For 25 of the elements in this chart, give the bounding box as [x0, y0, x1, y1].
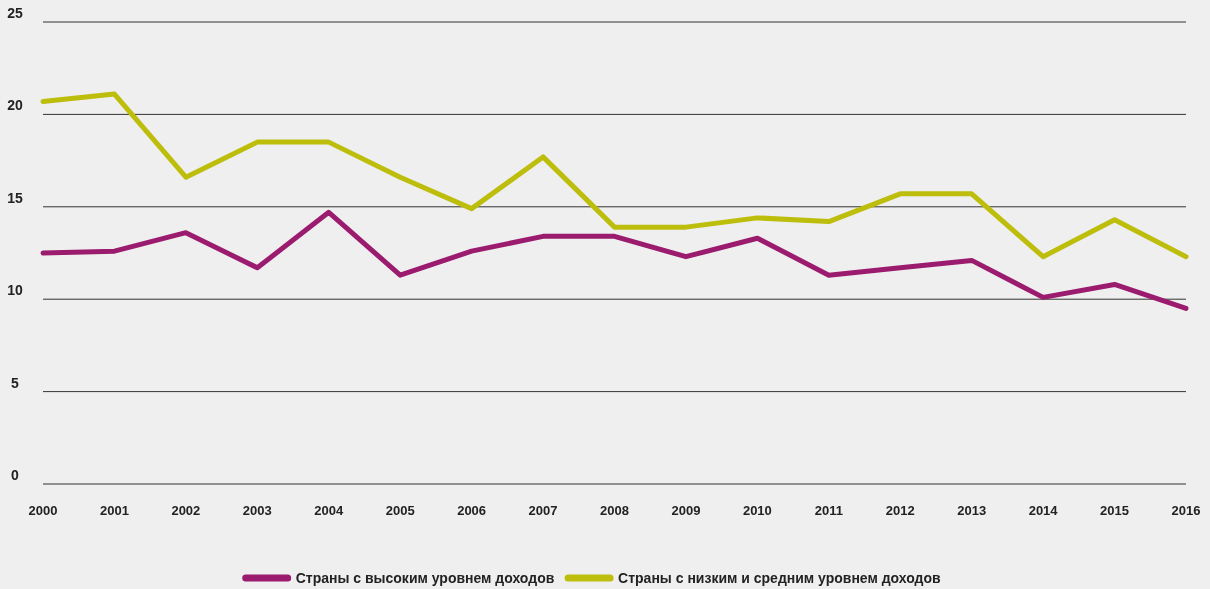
y-tick-label: 10 — [7, 282, 23, 299]
legend-label: Страны с высоким уровнем доходов — [295, 570, 555, 586]
y-tick-label: 5 — [11, 374, 20, 391]
y-tick-label: 25 — [7, 5, 23, 21]
x-tick-label: 2008 — [600, 503, 629, 518]
x-tick-label: 2014 — [1028, 503, 1059, 518]
x-tick-label: 2005 — [385, 503, 415, 518]
y-tick-label: 20 — [7, 97, 23, 114]
x-tick-label: 2004 — [314, 503, 344, 518]
y-tick-label: 15 — [7, 189, 23, 206]
x-tick-label: 2012 — [885, 503, 915, 518]
x-tick-label: 2001 — [99, 503, 129, 518]
x-tick-label: 2007 — [528, 503, 558, 518]
x-tick-label: 2011 — [814, 503, 843, 518]
x-tick-label: 2002 — [171, 503, 201, 518]
x-tick-label: 2016 — [1171, 503, 1201, 518]
y-tick-label: 0 — [11, 467, 20, 483]
x-tick-label: 2009 — [671, 503, 701, 518]
x-tick-label: 2000 — [28, 503, 58, 518]
x-tick-label: 2013 — [957, 503, 987, 518]
x-tick-label: 2015 — [1100, 503, 1130, 518]
legend-label: Страны с низким и средним уровнем доходов — [618, 570, 942, 586]
x-tick-label: 2006 — [457, 503, 487, 518]
x-tick-label: 2010 — [742, 503, 772, 518]
x-tick-label: 2003 — [242, 503, 272, 518]
